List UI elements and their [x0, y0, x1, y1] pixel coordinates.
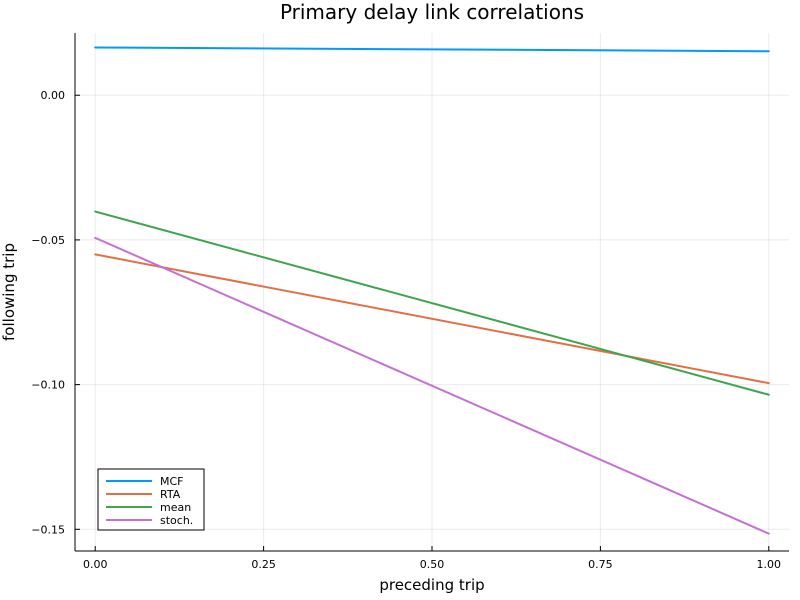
x-tick-label: 1.00	[757, 558, 782, 571]
x-tick-label: 0.00	[83, 558, 108, 571]
legend-label-stoch: stoch.	[160, 514, 193, 527]
series-line-mean	[94, 210, 770, 396]
y-tick-label: −0.05	[31, 234, 65, 247]
legend-label-rta: RTA	[160, 488, 181, 501]
x-axis-label: preceding trip	[379, 576, 484, 594]
chart-title: Primary delay link correlations	[280, 0, 584, 24]
x-tick-label: 0.75	[588, 558, 613, 571]
series-line-stoch	[94, 236, 770, 535]
x-tick-label: 0.25	[251, 558, 276, 571]
legend-label-mean: mean	[160, 501, 191, 514]
series-line-mcf	[94, 46, 770, 53]
y-tick-label: −0.10	[31, 379, 65, 392]
y-axis-label: following trip	[0, 243, 18, 341]
grid	[75, 33, 789, 551]
x-tick-label: 0.50	[420, 558, 445, 571]
ticks: 0.00 0.25 0.50 0.75 1.00 0.00 −0.05 −0.10 −0.15	[31, 89, 781, 571]
legend-label-mcf: MCF	[160, 475, 184, 488]
y-tick-label: −0.15	[31, 523, 65, 536]
y-tick-label: 0.00	[41, 89, 66, 102]
series-line-rta	[94, 253, 770, 385]
series-lines	[94, 46, 770, 535]
